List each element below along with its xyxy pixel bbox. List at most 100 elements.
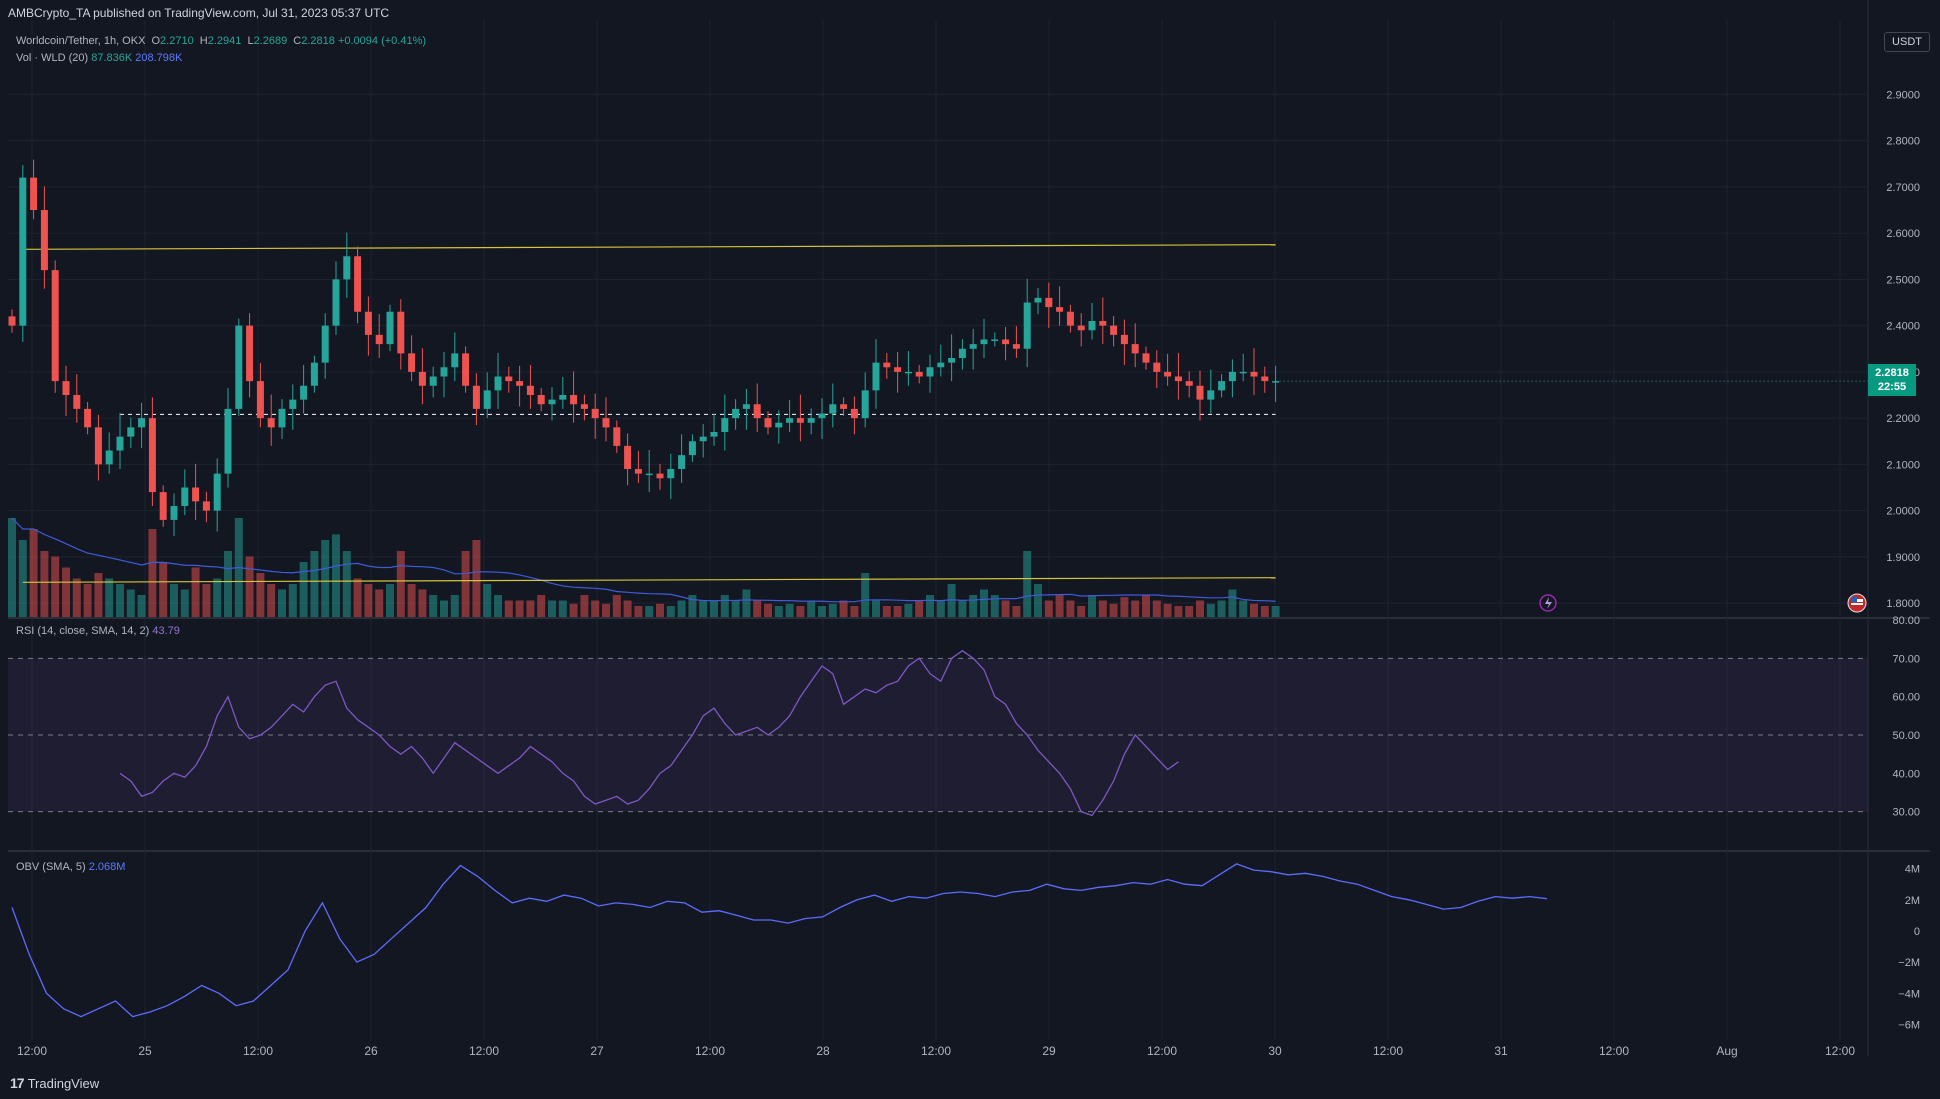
volume-label[interactable]: Vol · WLD (20) [16, 52, 89, 64]
volume-bar [51, 556, 60, 617]
candle-body [948, 358, 956, 363]
candle-body [300, 385, 308, 400]
rsi-label[interactable]: RSI (14, close, SMA, 14, 2) [16, 625, 150, 637]
rsi-line [119, 649, 1179, 817]
volume-bar [105, 578, 114, 617]
candle-body [1045, 297, 1053, 308]
volume-bar [29, 529, 38, 617]
volume-bar [807, 600, 816, 617]
candle-body [850, 408, 858, 419]
x-tick-label: 12:00 [469, 1044, 499, 1058]
obv-tick-label: 2M [1905, 895, 1920, 907]
candle-body [267, 418, 275, 428]
rsi-value: 43.79 [152, 625, 180, 637]
volume-bar [699, 600, 708, 617]
candle-body [1034, 297, 1042, 303]
candle-body [645, 473, 653, 476]
candle-body [883, 362, 891, 368]
volume-bar [818, 606, 826, 617]
open-label: O [151, 35, 161, 47]
low-value: 2.2689 [253, 35, 288, 47]
volume-bar [396, 551, 405, 617]
x-tick-label: 31 [1494, 1044, 1508, 1058]
volume-bar [202, 584, 211, 617]
candle-body [1196, 385, 1204, 400]
x-tick-label: 12:00 [1147, 1044, 1177, 1058]
candle-body [548, 399, 556, 405]
volume-bar [1088, 595, 1096, 617]
candle-body [872, 362, 880, 391]
volume-bar [137, 595, 146, 617]
volume-bar [936, 600, 945, 617]
x-tick-label: 28 [816, 1044, 830, 1058]
volume-bar [828, 603, 837, 617]
candle-body [1164, 371, 1172, 377]
volume-bar [634, 606, 643, 617]
volume-bar [753, 600, 762, 617]
candle-body [775, 422, 783, 428]
volume-bar [224, 551, 232, 617]
candle-body [1218, 381, 1226, 391]
volume-bar [245, 556, 254, 617]
volume-bar [148, 529, 157, 617]
volume-bar [40, 551, 49, 617]
rsi-tick-label: 70.00 [1892, 653, 1920, 665]
candle-body [8, 316, 16, 326]
candle-body [516, 381, 524, 386]
volume-bar [1206, 603, 1215, 617]
candle-body [526, 385, 534, 395]
candle-body [127, 427, 135, 437]
candle-body [570, 395, 578, 405]
candle-body [235, 325, 243, 409]
candle-body [613, 427, 621, 446]
volume-bar [1131, 600, 1140, 617]
lightning-bolt-icon [1545, 597, 1552, 609]
candle-body [440, 367, 448, 377]
price-tick-label: 2.9000 [1886, 89, 1920, 101]
volume-bar [332, 534, 340, 617]
symbol-label[interactable]: Worldcoin/Tether, 1h, OKX [16, 35, 146, 47]
publisher-text: AMBCrypto_TA published on TradingView.co… [8, 6, 390, 20]
volume-bar [904, 603, 913, 617]
volume-bar [278, 589, 286, 617]
obv-label[interactable]: OBV (SMA, 5) [16, 861, 86, 873]
volume-bar [602, 603, 610, 617]
candle-body [688, 441, 696, 456]
candle-body [408, 353, 416, 372]
obv-tick-label: 4M [1905, 864, 1920, 876]
candle-body [494, 376, 502, 391]
volume-bar [1250, 603, 1258, 617]
volume-bar [569, 603, 578, 617]
candle-body [1272, 381, 1280, 383]
volume-bar [764, 603, 772, 617]
rsi-tick-label: 30.00 [1892, 807, 1920, 819]
candle-body [289, 399, 297, 409]
volume-bar [386, 584, 394, 617]
tradingview-mark-icon: 17 [10, 1075, 25, 1091]
candle-body [1250, 371, 1258, 377]
volume-bar [191, 567, 200, 617]
tradingview-logo[interactable]: 17 TradingView [10, 1075, 99, 1091]
volume-bar [1120, 597, 1129, 617]
candle-body [224, 408, 232, 474]
candle-body [1066, 311, 1074, 326]
volume-bar [872, 600, 880, 617]
currency-button[interactable]: USDT [1884, 32, 1930, 52]
candle-body [980, 339, 988, 345]
price-tick-label: 2.1000 [1886, 459, 1920, 471]
x-tick-label: 25 [138, 1044, 152, 1058]
volume-bar [483, 584, 492, 617]
candle-body [397, 311, 405, 354]
bar-countdown: 22:55 [1877, 381, 1907, 393]
candle-body [807, 418, 815, 423]
candle-body [472, 385, 480, 409]
volume-bar [1012, 606, 1021, 617]
volume-bar [850, 606, 859, 617]
volume-bar [72, 578, 81, 617]
volume-bar [969, 595, 978, 617]
price-legend: Worldcoin/Tether, 1h, OKX O2.2710 H2.294… [16, 35, 426, 47]
candle-body [915, 371, 923, 377]
volume-bar [526, 600, 535, 617]
candle-body [116, 436, 124, 451]
